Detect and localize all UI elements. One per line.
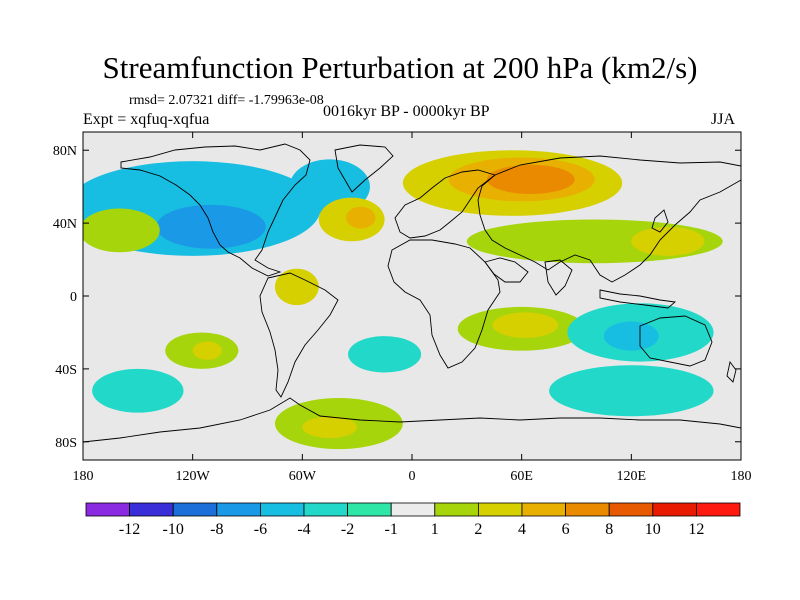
arabia-coast	[484, 257, 529, 283]
colorbar-label: 10	[645, 521, 661, 538]
chart-title: Streamfunction Perturbation at 200 hPa (…	[102, 50, 698, 85]
colorbar-label: 8	[605, 521, 613, 538]
stats-label: rmsd= 2.07321 diff= -1.79963e-08	[129, 93, 324, 108]
indonesia-coast	[599, 289, 677, 309]
field-region-australia-neg-core	[603, 321, 659, 351]
colorbar-label: -10	[163, 521, 184, 538]
lat-tick-label: 40N	[53, 217, 77, 232]
africa-coast	[387, 239, 501, 369]
colorbar-swatch	[477, 502, 523, 517]
period-label: 0016kyr BP - 0000kyr BP	[323, 103, 490, 120]
colorbar-swatch	[129, 502, 174, 517]
antarctica-coast	[83, 397, 741, 443]
field-region-antarctic-neg	[549, 365, 714, 417]
colorbar-swatch	[216, 502, 261, 517]
colorbar-swatch	[652, 502, 697, 517]
lon-tick-label: 120W	[176, 469, 211, 484]
field-region-south-atlantic-neg	[348, 336, 422, 373]
colorbar-label: -12	[119, 521, 140, 538]
colorbar-swatch	[172, 502, 218, 517]
lon-tick-label: 180	[731, 469, 752, 484]
lat-tick-label: 80S	[55, 436, 77, 451]
colorbar-swatch	[608, 502, 654, 517]
lon-tick-label: 180	[73, 469, 94, 484]
colorbar-label: 2	[474, 521, 482, 538]
lon-tick-label: 120E	[617, 469, 647, 484]
field-region-eurasia-pos-core	[486, 164, 575, 194]
field-region-south-america	[274, 268, 319, 306]
colorbar-swatch	[85, 502, 130, 517]
axis-ticks: 80N 40N 0 40S 80S 180 120W 60W 0 60E 120E 180	[53, 132, 752, 484]
new-zealand-coast	[726, 360, 737, 383]
colorbar-label: -2	[341, 521, 354, 538]
colorbar-label: -4	[297, 521, 310, 538]
colorbar-swatch	[347, 502, 392, 517]
colorbar-label: -6	[254, 521, 267, 538]
india-coast	[544, 259, 573, 296]
lon-tick-label: 0	[409, 469, 416, 484]
colorbar-label: -8	[210, 521, 223, 538]
north-america-coast	[120, 143, 311, 277]
coastlines	[83, 143, 741, 443]
colorbar-label: -1	[385, 521, 398, 538]
field-region-mid-atlantic-pos-core	[346, 206, 376, 229]
south-america-coast	[259, 272, 339, 398]
colorbar-label: 4	[518, 521, 526, 538]
colorbar-swatch	[521, 502, 566, 517]
field-region-south-pacific-neg	[92, 368, 184, 413]
colorbar-swatch	[565, 502, 610, 517]
field-region-asia-band-yellow	[631, 226, 705, 256]
field-region-antarctic-pos-core	[302, 416, 358, 439]
field-region-indian-ocean-core	[492, 312, 559, 338]
field-region-south-pacific-pos-core	[192, 341, 222, 360]
asia-coast	[477, 155, 741, 283]
colorbar-swatch	[434, 502, 479, 517]
colorbar-label: 1	[431, 521, 439, 538]
field-region-west-pacific-north	[83, 208, 160, 253]
lat-tick-label: 40S	[55, 363, 77, 378]
lat-tick-label: 0	[70, 290, 77, 305]
colorbar-label: 6	[562, 521, 570, 538]
japan-coast	[651, 209, 669, 233]
colorbar-swatch	[303, 502, 348, 517]
greenland-coast	[334, 144, 394, 193]
colorbar-label: 12	[688, 521, 704, 538]
experiment-label: Expt = xqfuq-xqfua	[83, 111, 210, 128]
colorbar-swatch	[259, 502, 305, 517]
season-label: JJA	[711, 111, 736, 128]
colorbar-swatch	[696, 502, 741, 517]
colorbar-swatch	[390, 502, 436, 517]
australia-coast	[639, 315, 713, 367]
lon-tick-label: 60E	[510, 469, 533, 484]
lat-tick-label: 80N	[53, 144, 77, 159]
lon-tick-label: 60W	[289, 469, 317, 484]
colorbar: -12 -10 -8 -6 -4 -2 -1 1 2 4 6 8 10 12	[85, 502, 741, 538]
